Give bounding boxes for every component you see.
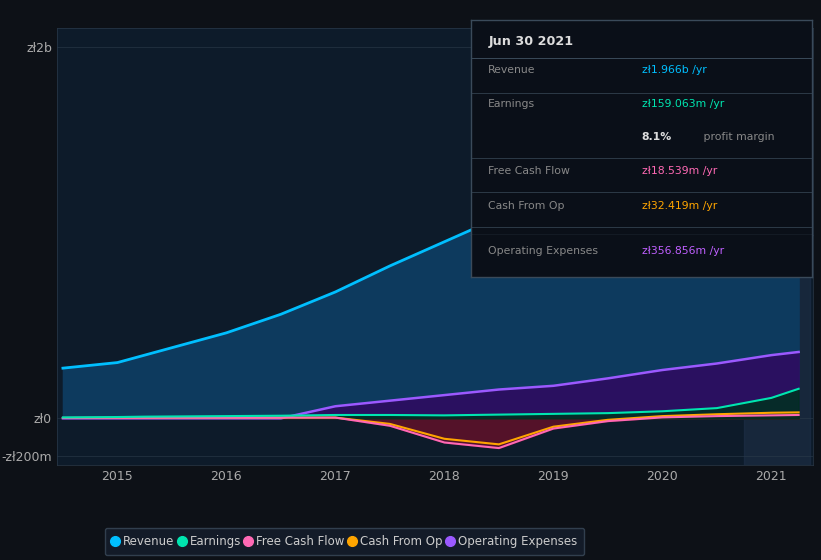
Text: Cash From Op: Cash From Op [488, 200, 565, 211]
Text: Free Cash Flow: Free Cash Flow [488, 166, 570, 176]
Text: zł18.539m /yr: zł18.539m /yr [642, 166, 717, 176]
Text: profit margin: profit margin [699, 132, 774, 142]
Text: zł356.856m /yr: zł356.856m /yr [642, 246, 724, 256]
Bar [744, 28, 810, 465]
Text: zł1.966b /yr: zł1.966b /yr [642, 65, 706, 75]
Text: Revenue: Revenue [488, 65, 536, 75]
Text: Earnings: Earnings [488, 99, 535, 109]
Text: Operating Expenses: Operating Expenses [488, 246, 599, 256]
Text: Jun 30 2021: Jun 30 2021 [488, 35, 573, 48]
Text: zł159.063m /yr: zł159.063m /yr [642, 99, 724, 109]
Legend: Revenue, Earnings, Free Cash Flow, Cash From Op, Operating Expenses: Revenue, Earnings, Free Cash Flow, Cash … [105, 528, 584, 555]
Text: zł32.419m /yr: zł32.419m /yr [642, 200, 717, 211]
Text: 8.1%: 8.1% [642, 132, 672, 142]
